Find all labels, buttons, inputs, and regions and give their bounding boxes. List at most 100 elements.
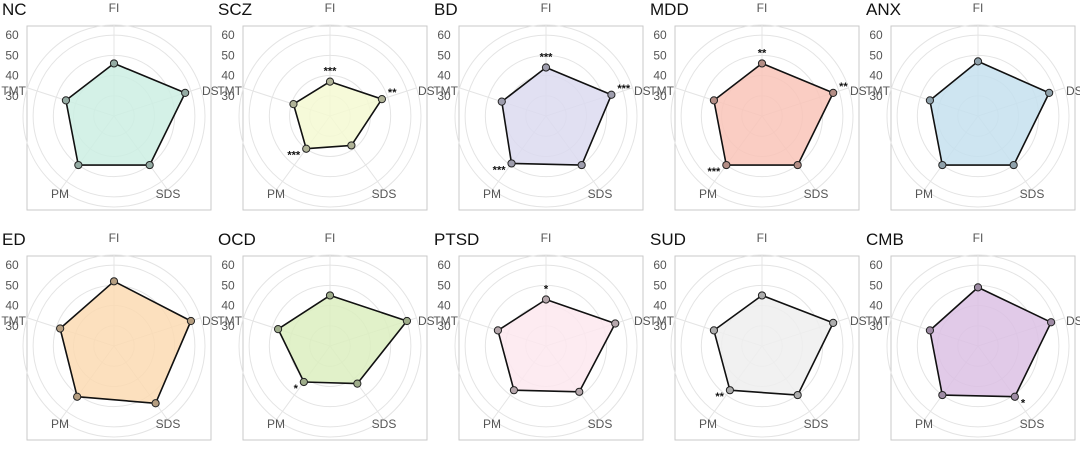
data-point <box>541 63 551 72</box>
panel-frame <box>890 255 1076 441</box>
radar-panel: BD 30 40 50 60 FI DS SDS PM TMT *** *** *** <box>432 0 651 222</box>
radar-panel: ANX 30 40 50 60 FI DS SDS PM TMT <box>864 0 1080 222</box>
data-point <box>186 316 196 326</box>
panel-title: NC <box>2 0 27 19</box>
radar-panel: SUD 30 40 50 60 FI DS SDS PM TMT ** <box>648 230 867 452</box>
axis-label-ds: DS <box>634 84 651 98</box>
data-point <box>1009 160 1018 170</box>
axis-label-fi: FI <box>109 231 120 245</box>
axis-label-tmt: TMT <box>649 84 674 98</box>
radial-tick-label: 40 <box>653 299 667 313</box>
radial-tick-label: 40 <box>653 69 667 83</box>
panel-title: ANX <box>866 0 901 19</box>
axis-label-ds: DS <box>202 84 219 98</box>
radial-tick-label: 40 <box>221 299 235 313</box>
radial-tick-label: 30 <box>869 89 883 103</box>
data-point <box>722 160 731 170</box>
data-point <box>607 90 616 99</box>
radar-chart: 30 40 50 60 FI DS SDS PM TMT *** *** *** <box>433 1 651 211</box>
axis-label-sds: SDS <box>588 417 613 431</box>
data-point <box>725 386 735 395</box>
radial-tick-label: 40 <box>437 69 451 83</box>
significance-label: * <box>1021 398 1026 410</box>
data-point <box>829 318 838 327</box>
radar-polygon <box>497 298 616 393</box>
data-point <box>938 160 947 170</box>
panel-frame <box>674 255 860 441</box>
axis-label-tmt: TMT <box>217 314 242 328</box>
data-point <box>109 277 119 286</box>
axis-label-tmt: TMT <box>865 84 890 98</box>
radial-tick-label: 60 <box>437 28 451 42</box>
radar-polygon <box>929 60 1050 166</box>
axis-label-fi: FI <box>757 1 768 15</box>
significance-label: * <box>544 283 549 295</box>
radial-tick-label: 50 <box>5 278 19 292</box>
radar-polygon <box>292 80 383 150</box>
data-point <box>611 319 620 328</box>
axis-label-sds: SDS <box>156 187 181 201</box>
data-point <box>377 95 387 104</box>
axis-label-fi: FI <box>109 1 120 15</box>
radar-panel: CMB 30 40 50 60 FI DS SDS PM TMT * <box>864 230 1080 452</box>
radar-chart: 30 40 50 60 FI DS SDS PM TMT * <box>865 231 1080 441</box>
radial-tick-label: 40 <box>5 69 19 83</box>
axis-label-ds: DS <box>418 314 435 328</box>
radial-tick-label: 30 <box>221 319 235 333</box>
data-point <box>709 96 719 105</box>
axis-label-ds: DS <box>850 314 867 328</box>
data-point <box>289 100 298 109</box>
significance-label: ** <box>388 87 397 99</box>
radial-tick-label: 60 <box>5 258 19 272</box>
data-point <box>402 316 412 326</box>
axis-label-tmt: TMT <box>1 84 26 98</box>
axis-label-tmt: TMT <box>433 314 458 328</box>
radial-tick-label: 60 <box>653 258 667 272</box>
data-point <box>1045 88 1054 97</box>
radial-tick-label: 50 <box>437 48 451 62</box>
axis-label-ds: DS <box>850 84 867 98</box>
panel-title: PTSD <box>434 230 480 249</box>
axis-label-sds: SDS <box>804 187 829 201</box>
axis-label-ds: DS <box>418 84 435 98</box>
data-point <box>109 59 119 68</box>
panel-frame <box>242 25 428 211</box>
axis-label-pm: PM <box>51 187 69 201</box>
data-point <box>145 160 154 170</box>
radar-chart: 30 40 50 60 FI DS SDS PM TMT <box>1 231 219 441</box>
radar-chart: 30 40 50 60 FI DS SDS PM TMT * <box>433 231 651 441</box>
panel-title: BD <box>434 0 458 19</box>
axis-label-sds: SDS <box>156 417 181 431</box>
data-point <box>793 160 802 170</box>
data-point <box>1010 392 1019 401</box>
axis-label-fi: FI <box>973 1 984 15</box>
panel-title: CMB <box>866 230 904 249</box>
axis-label-pm: PM <box>483 187 501 201</box>
radial-tick-label: 60 <box>221 258 235 272</box>
axis-label-tmt: TMT <box>433 84 458 98</box>
axis-label-fi: FI <box>325 1 336 15</box>
axis-label-sds: SDS <box>372 187 397 201</box>
axis-label-ds: DS <box>1066 84 1080 98</box>
radial-tick-label: 30 <box>5 319 19 333</box>
axis-label-pm: PM <box>699 417 717 431</box>
axis-label-sds: SDS <box>804 417 829 431</box>
panel-frame <box>674 25 860 211</box>
data-point <box>74 160 83 170</box>
data-point <box>509 386 519 395</box>
axis-label-sds: SDS <box>1020 417 1045 431</box>
panel-frame <box>26 255 212 441</box>
panel-title: SCZ <box>218 0 252 19</box>
radial-tick-label: 30 <box>869 319 883 333</box>
significance-label: ** <box>758 47 767 59</box>
significance-label: *** <box>707 166 721 178</box>
significance-label: * <box>294 383 299 395</box>
data-point <box>302 144 311 153</box>
panel-frame <box>26 25 212 211</box>
data-point <box>541 295 551 304</box>
radial-tick-label: 30 <box>221 89 235 103</box>
radial-tick-label: 40 <box>869 299 883 313</box>
axis-label-ds: DS <box>634 314 651 328</box>
data-point <box>73 392 82 401</box>
